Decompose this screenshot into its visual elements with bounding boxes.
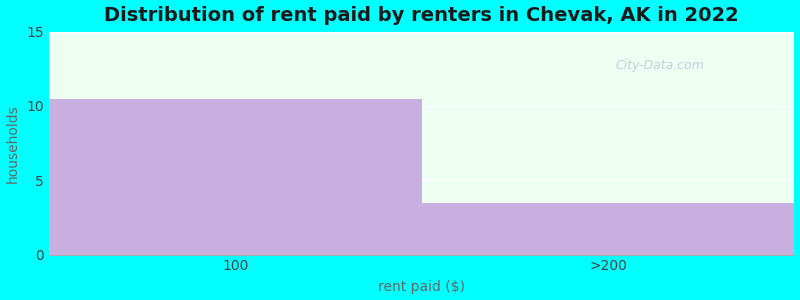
Text: City-Data.com: City-Data.com	[616, 58, 705, 72]
X-axis label: rent paid ($): rent paid ($)	[378, 280, 466, 294]
Bar	[49, 99, 422, 255]
Bar	[422, 202, 794, 255]
Title: Distribution of rent paid by renters in Chevak, AK in 2022: Distribution of rent paid by renters in …	[104, 6, 739, 25]
Y-axis label: households: households	[6, 104, 19, 182]
